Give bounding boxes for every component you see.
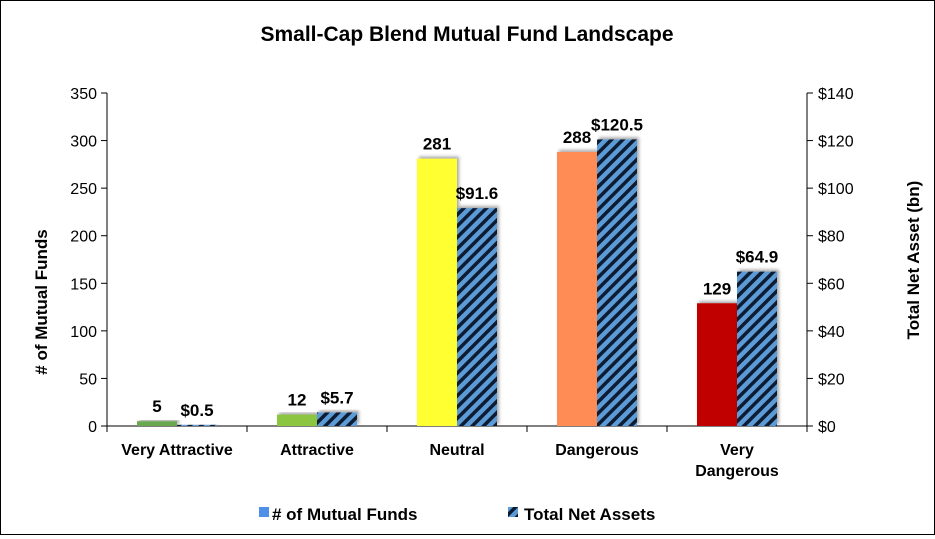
data-label-total-net-assets: $91.6 <box>456 184 499 203</box>
x-tick-label: Dangerous <box>695 463 779 480</box>
bar-total-net-assets <box>177 424 217 426</box>
axes: 0 50 100 150 200 250 300 350 $0 $20 $40 $60 $80 $100 $… <box>70 86 853 480</box>
data-label-mutual-funds: 288 <box>563 128 591 147</box>
chart-title: Small-Cap Blend Mutual Fund Landscape <box>260 23 673 46</box>
y-right-tick-label: $40 <box>818 324 845 341</box>
bar-total-net-assets <box>317 412 357 426</box>
y-left-tick-label: 300 <box>70 134 97 151</box>
bar-mutual-funds <box>557 151 597 426</box>
y-right-tick-label: $100 <box>818 181 854 198</box>
legend-label-mutual-funds: # of Mutual Funds <box>272 505 417 524</box>
bar-mutual-funds <box>417 158 457 427</box>
data-labels: 5 $0.5 12 $5.7 281 $91.6 288$120.5 129 $64.9 <box>152 115 778 419</box>
data-label-mutual-funds: 5 <box>152 397 161 416</box>
y-right-tick-label: $120 <box>818 134 854 151</box>
x-tick-label: Attractive <box>280 442 354 459</box>
bar-mutual-funds <box>697 303 737 426</box>
y-left-tick-label: 50 <box>79 371 97 388</box>
data-label-mutual-funds: 281 <box>423 135 451 154</box>
data-label-total-net-assets: $64.9 <box>736 248 779 267</box>
data-label-total-net-assets: $5.7 <box>320 388 353 407</box>
x-tick-label: Very Attractive <box>121 442 233 459</box>
x-tick-label: Neutral <box>429 442 484 459</box>
y-axis-right-label: Total Net Asset (bn) <box>904 181 923 340</box>
data-label-mutual-funds: 129 <box>703 279 731 298</box>
legend-swatch-total-net-assets <box>508 507 518 517</box>
y-axis-left-label: # of Mutual Funds <box>32 229 51 374</box>
bar-mutual-funds <box>277 414 317 426</box>
legend-swatch-mutual-funds <box>259 507 269 517</box>
y-left-tick-label: 350 <box>70 86 97 103</box>
y-left-tick-label: 150 <box>70 276 97 293</box>
legend-label-total-net-assets: Total Net Assets <box>524 505 655 524</box>
y-right-tick-label: $80 <box>818 229 845 246</box>
y-right-tick-label: $140 <box>818 86 854 103</box>
x-tick-label: Very <box>720 442 754 459</box>
data-label-total-net-assets: $0.5 <box>180 401 213 420</box>
y-right-tick-label: $60 <box>818 276 845 293</box>
y-left-tick-label: 250 <box>70 181 97 198</box>
y-left-tick-label: 0 <box>88 419 97 436</box>
y-right-tick-label: $0 <box>818 419 836 436</box>
data-label-mutual-funds: 12 <box>288 391 307 410</box>
bar-total-net-assets <box>597 139 637 426</box>
bar-mutual-funds <box>137 421 177 426</box>
x-tick-label: Dangerous <box>555 442 639 459</box>
y-left-tick-label: 100 <box>70 324 97 341</box>
legend: # of Mutual Funds Total Net Assets <box>259 505 655 524</box>
y-left-tick-label: 200 <box>70 229 97 246</box>
bar-total-net-assets <box>737 271 777 426</box>
bars <box>137 139 777 427</box>
y-right-tick-label: $20 <box>818 371 845 388</box>
data-label-total-net-assets: $120.5 <box>591 115 643 134</box>
bar-total-net-assets <box>457 208 497 426</box>
